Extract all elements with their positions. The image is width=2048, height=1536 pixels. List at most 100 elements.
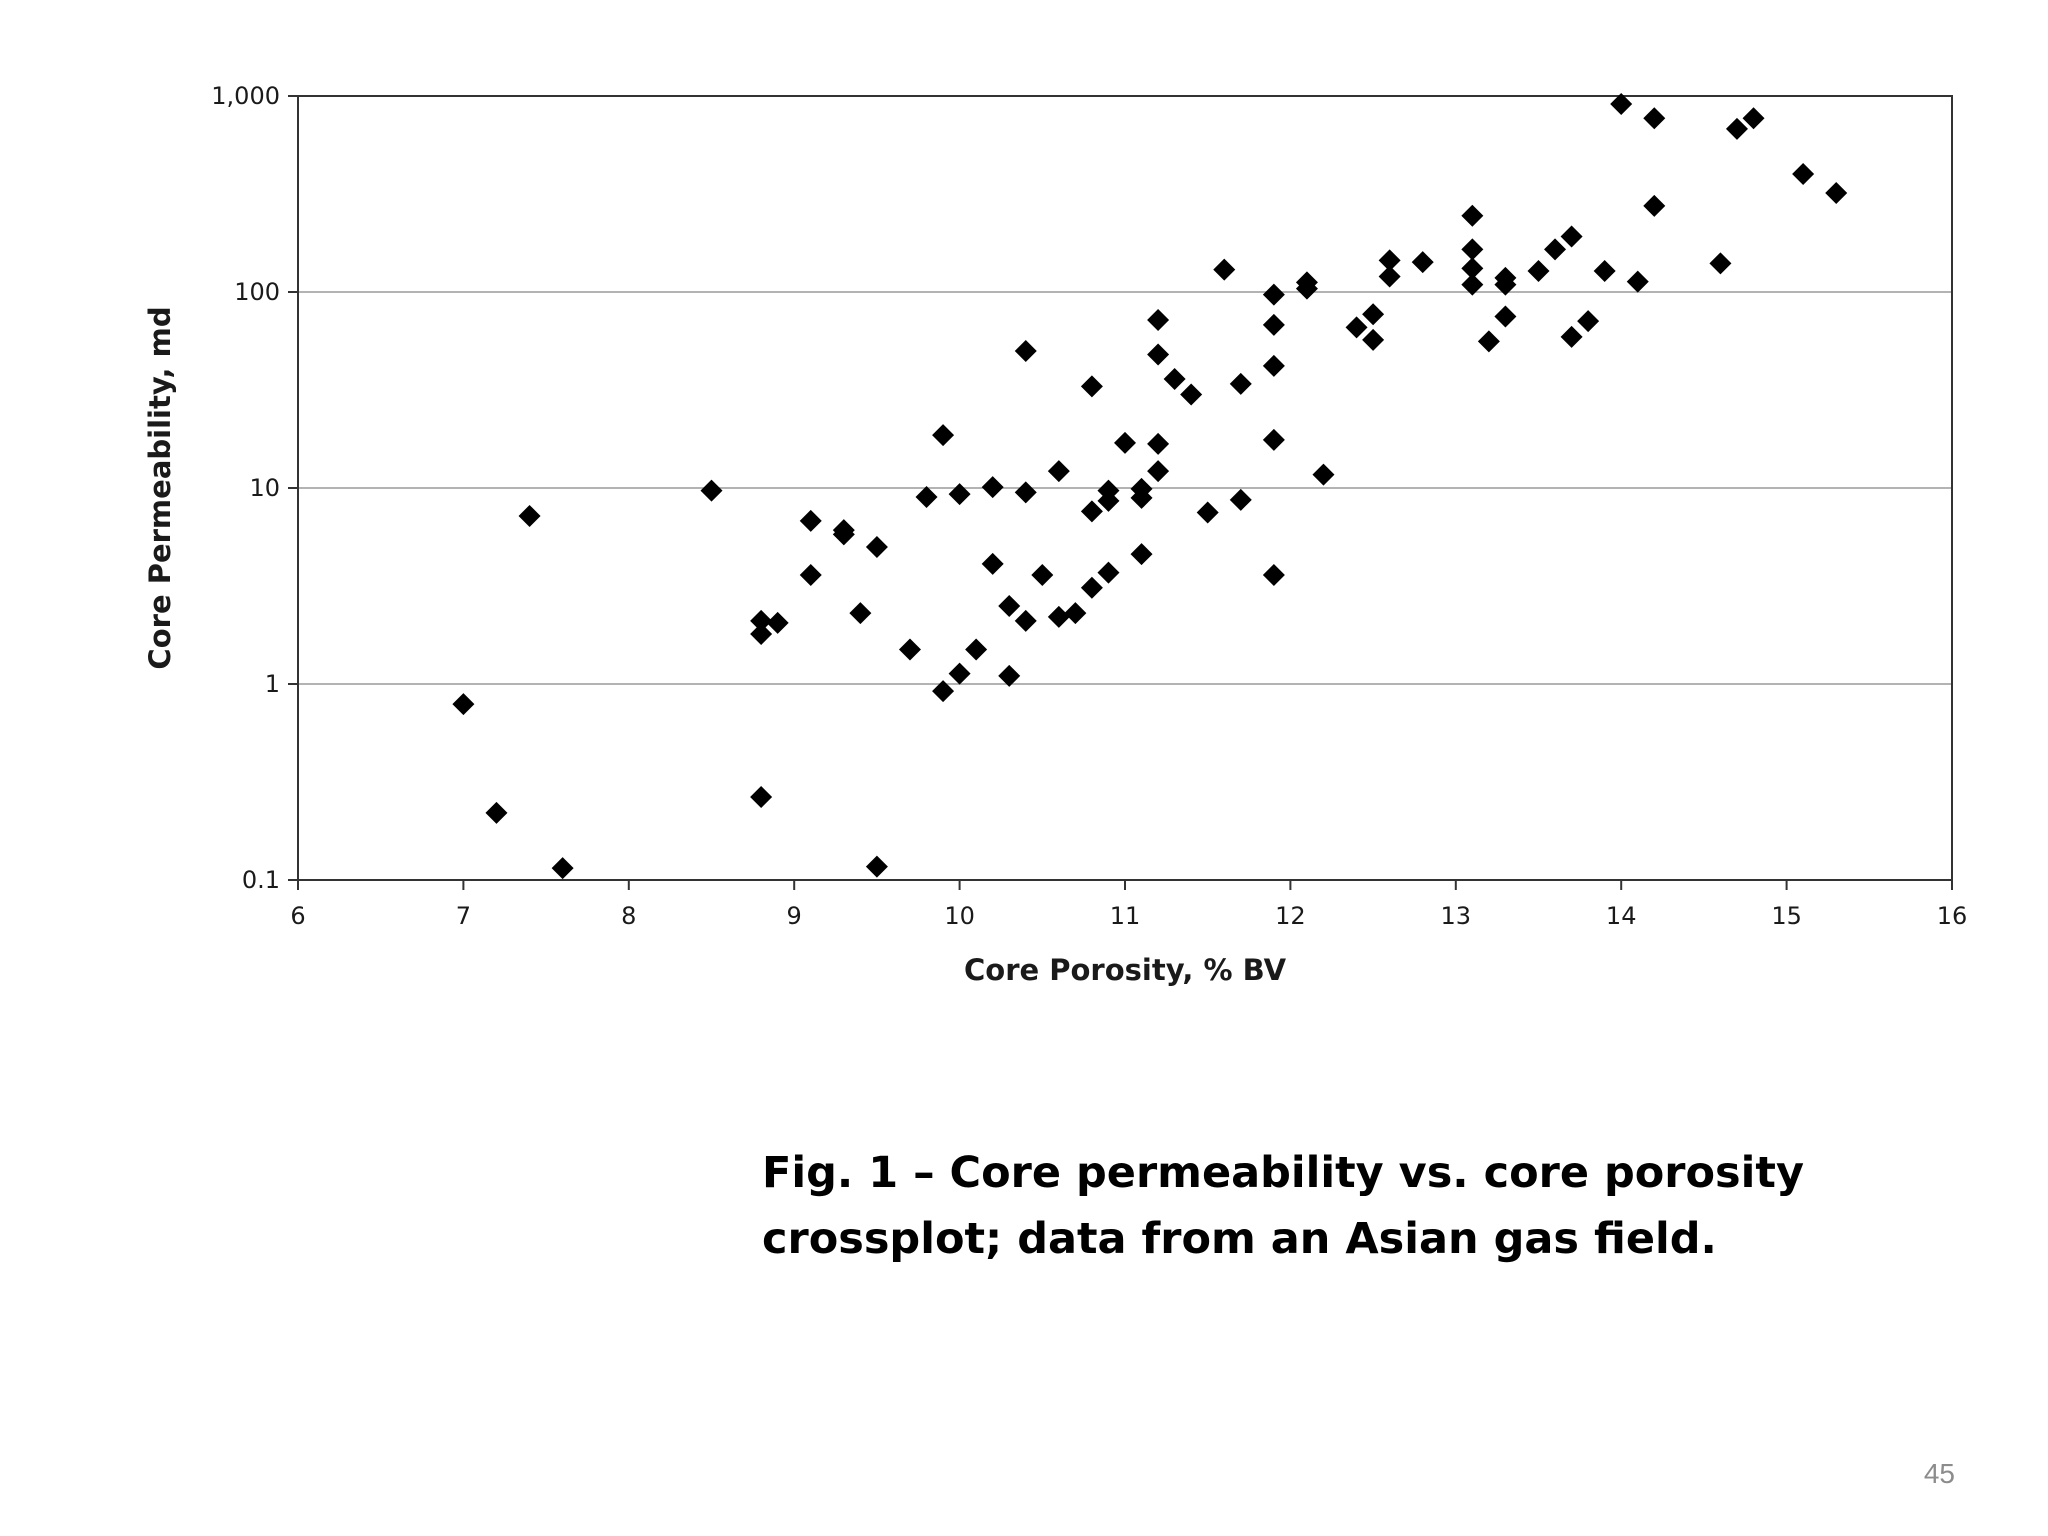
data-point [932, 680, 955, 703]
data-point [1262, 283, 1285, 306]
x-axis-title: Core Porosity, % BV [964, 953, 1287, 987]
data-point [1014, 609, 1037, 632]
data-point [1643, 107, 1666, 130]
x-tick-label: 12 [1275, 902, 1306, 930]
data-point [898, 638, 921, 661]
data-point [551, 857, 574, 880]
data-point [799, 563, 822, 586]
data-point [998, 595, 1021, 618]
data-point [799, 509, 822, 532]
x-tick-label: 14 [1606, 902, 1637, 930]
data-point [1461, 204, 1484, 227]
data-point [1229, 488, 1252, 511]
data-point [750, 622, 773, 645]
data-point [1593, 259, 1616, 282]
data-point [1792, 162, 1815, 185]
x-tick-label: 11 [1110, 902, 1141, 930]
data-point [1411, 251, 1434, 274]
x-tick-label: 9 [787, 902, 802, 930]
data-point [1080, 576, 1103, 599]
data-point [981, 552, 1004, 575]
data-point [1114, 431, 1136, 454]
data-point [1130, 543, 1153, 566]
data-points [452, 93, 1848, 880]
data-point [1494, 305, 1517, 328]
data-point [1725, 117, 1748, 140]
y-tick-label: 0.1 [242, 866, 280, 894]
data-point [998, 664, 1021, 687]
data-point [1295, 277, 1318, 300]
data-point [1610, 93, 1633, 116]
data-point [1560, 325, 1583, 348]
data-point [1312, 463, 1335, 486]
data-point [1461, 257, 1484, 280]
data-point [1031, 563, 1054, 586]
data-point [750, 609, 773, 632]
y-tick-label: 10 [249, 474, 280, 502]
data-point [1494, 273, 1517, 296]
x-tick-label: 6 [290, 902, 305, 930]
data-point [1213, 258, 1236, 281]
y-tick-label: 100 [234, 278, 280, 306]
data-point [518, 504, 541, 527]
data-point [1709, 252, 1732, 275]
data-point [948, 662, 971, 685]
data-point [915, 485, 938, 508]
data-point [1378, 265, 1401, 288]
data-point [1097, 561, 1120, 584]
x-tick-label: 10 [944, 902, 975, 930]
data-point [1147, 343, 1170, 366]
data-point [1527, 259, 1550, 282]
data-point [1262, 428, 1285, 451]
x-tick-label: 15 [1771, 902, 1802, 930]
axis-ticks: 0.1 1 10 100 1,000 6 7 8 9 10 11 12 13 14 15 16 [211, 82, 1967, 930]
data-point [865, 536, 888, 559]
figure-caption: Fig. 1 – Core permeability vs. core poro… [762, 1140, 1804, 1272]
data-point [1180, 383, 1203, 406]
data-point [1477, 330, 1500, 353]
data-point [1643, 194, 1666, 217]
data-point [965, 638, 988, 661]
data-point [1262, 354, 1285, 377]
data-point [1378, 249, 1401, 272]
data-point [766, 611, 789, 634]
data-point [932, 424, 955, 447]
data-point [1577, 310, 1600, 333]
data-point [1544, 238, 1567, 261]
data-point [865, 855, 888, 878]
data-point [1014, 481, 1037, 504]
data-point [1461, 238, 1484, 261]
x-tick-label: 16 [1937, 902, 1968, 930]
data-point [1047, 460, 1070, 483]
data-point [1047, 605, 1070, 628]
data-point [1163, 367, 1186, 390]
data-point [1130, 486, 1153, 509]
data-point [1080, 375, 1103, 398]
y-tick-label: 1 [265, 670, 280, 698]
data-point [832, 523, 855, 546]
y-tick-label: 1,000 [211, 82, 280, 110]
x-tick-label: 8 [621, 902, 636, 930]
y-axis-title: Core Permeability, md [143, 306, 177, 669]
data-point [1080, 500, 1103, 523]
data-point [1229, 372, 1252, 395]
data-point [1064, 602, 1087, 625]
data-point [849, 602, 872, 625]
data-point [1147, 460, 1170, 483]
data-point [1825, 181, 1848, 204]
data-point [1362, 303, 1385, 326]
scatter-chart: 0.1 1 10 100 1,000 6 7 8 9 10 11 12 13 14 15 16 Core Po… [143, 82, 1967, 987]
data-point [1560, 225, 1583, 248]
data-point [948, 483, 971, 506]
data-point [1742, 107, 1765, 130]
data-point [485, 801, 508, 824]
data-point [981, 476, 1004, 499]
data-point [1626, 270, 1649, 293]
caption-line-2: crossplot; data from an Asian gas field. [762, 1214, 1717, 1264]
x-tick-label: 13 [1441, 902, 1472, 930]
data-point [452, 693, 475, 716]
gridlines [298, 291, 1952, 685]
data-point [1147, 432, 1170, 455]
data-point [1362, 328, 1385, 351]
